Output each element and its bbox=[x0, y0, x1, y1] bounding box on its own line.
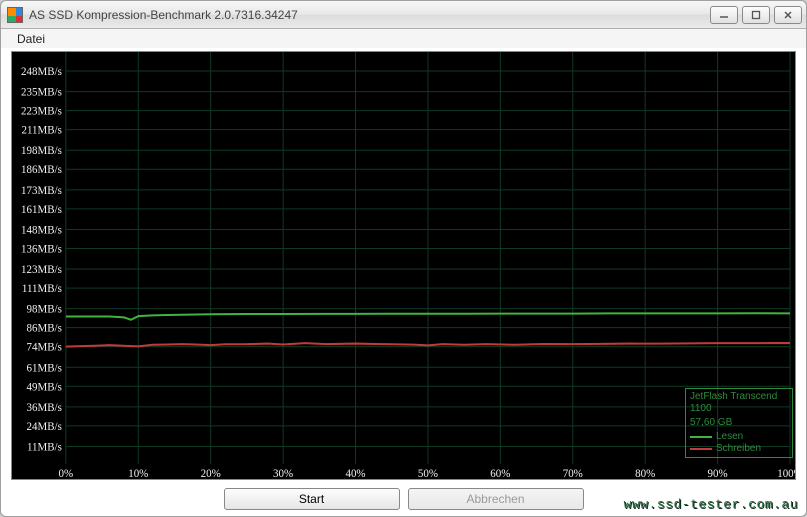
svg-text:70%: 70% bbox=[563, 468, 583, 479]
svg-text:20%: 20% bbox=[201, 468, 221, 479]
svg-text:30%: 30% bbox=[273, 468, 293, 479]
svg-text:223MB/s: 223MB/s bbox=[21, 106, 62, 118]
svg-text:40%: 40% bbox=[345, 468, 365, 479]
window-controls bbox=[710, 6, 802, 24]
maximize-button[interactable] bbox=[742, 6, 770, 24]
svg-text:90%: 90% bbox=[708, 468, 728, 479]
close-button[interactable] bbox=[774, 6, 802, 24]
svg-text:49MB/s: 49MB/s bbox=[27, 381, 62, 393]
svg-text:10%: 10% bbox=[128, 468, 148, 479]
svg-text:173MB/s: 173MB/s bbox=[21, 185, 62, 197]
svg-text:148MB/s: 148MB/s bbox=[21, 224, 62, 236]
svg-text:186MB/s: 186MB/s bbox=[21, 164, 62, 176]
menu-file[interactable]: Datei bbox=[9, 30, 53, 48]
svg-text:235MB/s: 235MB/s bbox=[21, 87, 62, 99]
legend-box: JetFlash Transcend 1100 57,60 GB Lesen S… bbox=[685, 388, 793, 458]
svg-text:111MB/s: 111MB/s bbox=[22, 283, 62, 295]
start-button[interactable]: Start bbox=[224, 488, 400, 510]
svg-text:100%: 100% bbox=[777, 468, 795, 479]
svg-text:123MB/s: 123MB/s bbox=[21, 264, 62, 276]
chart-area: 11MB/s 24MB/s 36MB/s 49MB/s 61MB/s 74MB/s 86MB… bbox=[11, 51, 796, 480]
legend-swatch-read bbox=[690, 436, 712, 438]
svg-text:86MB/s: 86MB/s bbox=[27, 323, 62, 335]
svg-text:248MB/s: 248MB/s bbox=[21, 66, 62, 78]
svg-text:36MB/s: 36MB/s bbox=[27, 402, 62, 414]
menubar: Datei bbox=[1, 29, 806, 51]
legend-write-label: Schreiben bbox=[716, 443, 761, 455]
bottom-bar: Start Abbrechen www.ssd-tester.com.au bbox=[1, 486, 806, 516]
svg-text:11MB/s: 11MB/s bbox=[27, 441, 62, 453]
app-window: AS SSD Kompression-Benchmark 2.0.7316.34… bbox=[0, 0, 807, 517]
minimize-button[interactable] bbox=[710, 6, 738, 24]
svg-text:74MB/s: 74MB/s bbox=[27, 342, 62, 354]
svg-text:198MB/s: 198MB/s bbox=[21, 145, 62, 157]
svg-text:0%: 0% bbox=[59, 468, 74, 479]
watermark-text: www.ssd-tester.com.au bbox=[624, 497, 798, 512]
cancel-button[interactable]: Abbrechen bbox=[408, 488, 584, 510]
svg-text:50%: 50% bbox=[418, 468, 438, 479]
window-title: AS SSD Kompression-Benchmark 2.0.7316.34… bbox=[29, 8, 298, 22]
legend-swatch-write bbox=[690, 448, 712, 450]
svg-text:161MB/s: 161MB/s bbox=[21, 204, 62, 216]
svg-text:61MB/s: 61MB/s bbox=[27, 362, 62, 374]
svg-text:24MB/s: 24MB/s bbox=[27, 421, 62, 433]
svg-text:98MB/s: 98MB/s bbox=[27, 304, 62, 316]
legend-capacity: 57,60 GB bbox=[690, 417, 788, 429]
titlebar[interactable]: AS SSD Kompression-Benchmark 2.0.7316.34… bbox=[1, 1, 806, 29]
app-icon bbox=[7, 7, 23, 23]
legend-read-label: Lesen bbox=[716, 431, 743, 443]
compression-chart: 11MB/s 24MB/s 36MB/s 49MB/s 61MB/s 74MB/s 86MB… bbox=[12, 52, 795, 479]
svg-text:60%: 60% bbox=[490, 468, 510, 479]
svg-text:80%: 80% bbox=[635, 468, 655, 479]
svg-text:136MB/s: 136MB/s bbox=[21, 243, 62, 255]
legend-device: JetFlash Transcend 1100 bbox=[690, 391, 788, 415]
svg-text:211MB/s: 211MB/s bbox=[21, 125, 61, 137]
